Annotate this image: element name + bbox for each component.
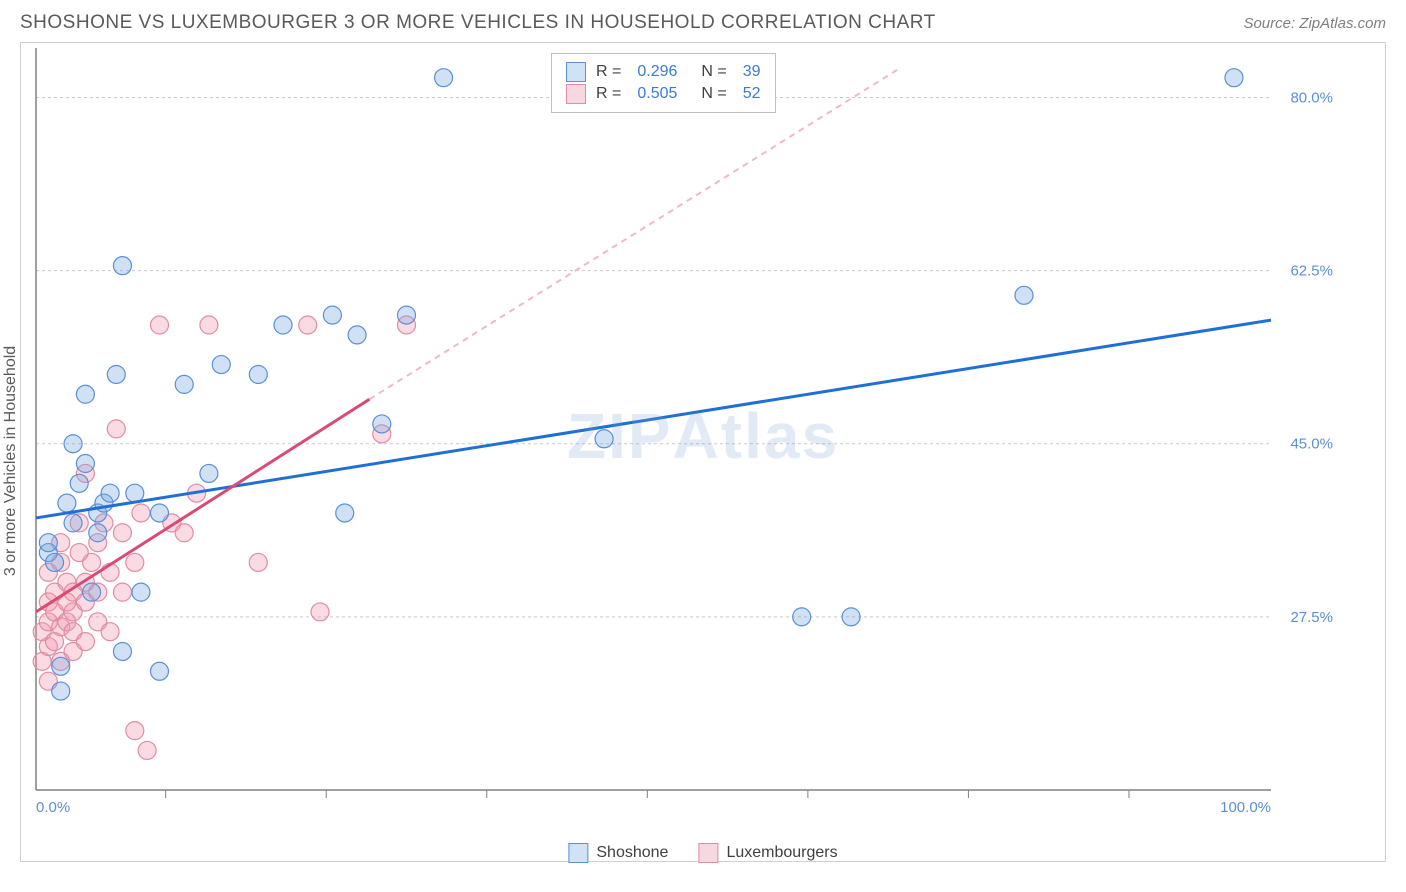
svg-text:45.0%: 45.0% [1290,436,1333,453]
legend-swatch-luxembourgers [566,84,586,104]
page-title: SHOSHONE VS LUXEMBOURGER 3 OR MORE VEHIC… [20,12,936,34]
svg-text:0.0%: 0.0% [36,799,70,816]
legend-label-luxembourgers: Luxembourgers [726,844,837,862]
legend-swatch-shoshone-2 [568,843,588,863]
chart-container: 3 or more Vehicles in Household ZIPAtlas… [20,42,1386,862]
legend-swatch-shoshone [566,62,586,82]
source-label: Source: ZipAtlas.com [1243,15,1386,32]
svg-text:62.5%: 62.5% [1290,263,1333,280]
legend-stats: R =0.296 N =39 R =0.505 N =52 [551,53,776,113]
svg-text:80.0%: 80.0% [1290,89,1333,106]
scatter-chart: 27.5% 45.0% 62.5% 80.0% 0.0% 100.0% [21,43,1341,818]
y-axis-label: 3 or more Vehicles in Household [2,346,20,576]
svg-text:100.0%: 100.0% [1220,799,1271,816]
legend-series: Shoshone Luxembourgers [568,843,837,863]
legend-label-shoshone: Shoshone [596,844,668,862]
legend-swatch-luxembourgers-2 [698,843,718,863]
svg-text:27.5%: 27.5% [1290,609,1333,626]
